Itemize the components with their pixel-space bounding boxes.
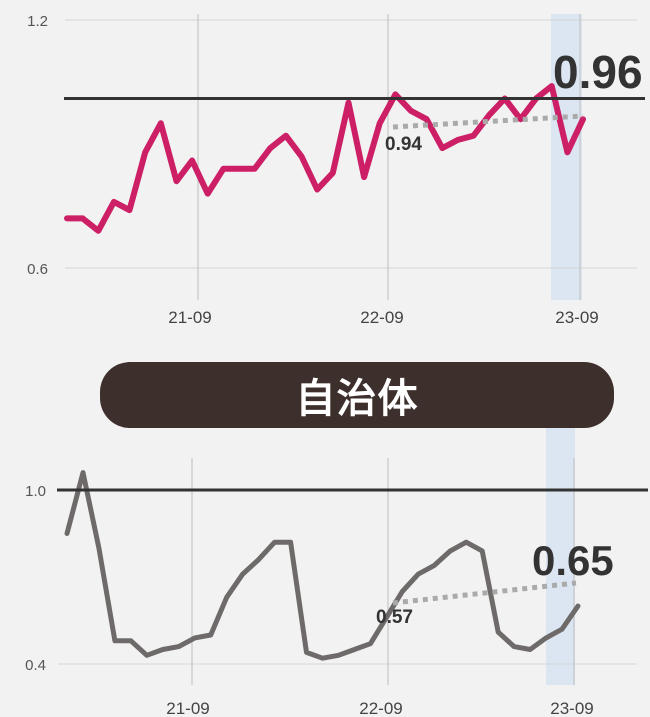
section-banner: 自治体 bbox=[100, 362, 614, 428]
highlight-band bbox=[551, 14, 582, 300]
x-tick-label: 23-09 bbox=[550, 699, 593, 717]
x-tick-label: 22-09 bbox=[360, 308, 403, 327]
x-tick-label: 21-09 bbox=[166, 699, 209, 717]
y-tick-label: 0.4 bbox=[25, 657, 46, 674]
x-tick-label: 21-09 bbox=[168, 308, 211, 327]
chart-1: 1.2 0.6 21-09 22-09 23-09 0.94 0.96 bbox=[27, 13, 645, 327]
trend-end-label: 0.96 bbox=[553, 46, 643, 98]
section-label: 自治体 bbox=[295, 376, 419, 422]
series-line bbox=[64, 83, 586, 234]
x-tick-label: 23-09 bbox=[555, 308, 598, 327]
y-tick-label: 1.0 bbox=[25, 483, 46, 500]
y-tick-label: 0.6 bbox=[27, 261, 48, 278]
trend-line bbox=[392, 113, 584, 130]
trend-end-label: 0.65 bbox=[532, 537, 614, 584]
trend-start-label: 0.57 bbox=[376, 607, 413, 628]
trend-line bbox=[392, 580, 577, 606]
series-line bbox=[64, 470, 581, 661]
chart-2: 1.0 0.4 21-09 22-09 23-09 0.57 0.65 bbox=[25, 428, 648, 717]
trend-start-label: 0.94 bbox=[385, 134, 422, 155]
x-tick-label: 22-09 bbox=[359, 699, 402, 717]
highlight-band bbox=[546, 428, 575, 685]
y-tick-label: 1.2 bbox=[27, 13, 48, 30]
